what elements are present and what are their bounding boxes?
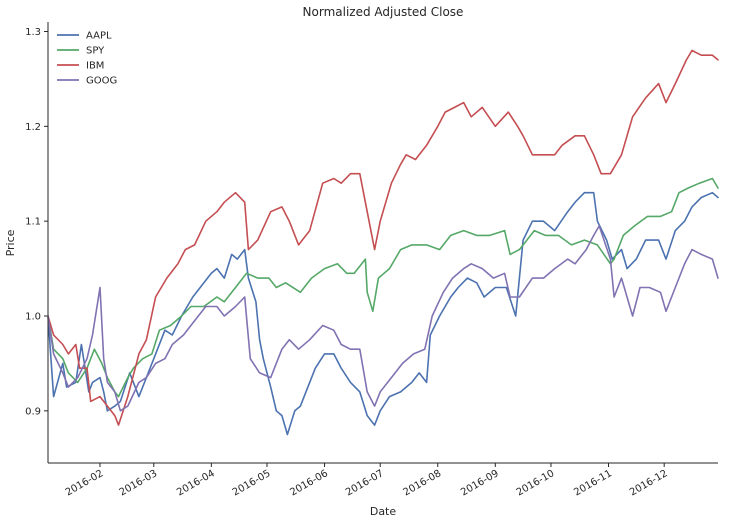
legend-label-ibm: IBM: [86, 61, 104, 72]
x-tick-label: 2016-11: [572, 468, 614, 498]
x-tick-label: 2016-10: [515, 468, 557, 498]
x-tick-label: 2016-02: [64, 468, 106, 498]
legend-label-aapl: AAPL: [86, 31, 112, 42]
series-line-goog: [47, 225, 719, 412]
y-tick-label: 0.9: [25, 406, 41, 417]
series-lines: [47, 49, 719, 436]
legend-label-spy: SPY: [86, 46, 105, 57]
series-line-aapl: [47, 191, 719, 436]
series-line-ibm: [47, 49, 719, 426]
y-tick-label: 1.0: [25, 312, 41, 323]
x-tick-label: 2016-12: [628, 468, 670, 498]
series-line-spy: [47, 177, 719, 398]
x-tick-label: 2016-06: [288, 468, 330, 498]
x-tick-label: 2016-04: [175, 468, 217, 498]
x-tick-label: 2016-09: [459, 468, 501, 498]
legend-label-goog: GOOG: [86, 76, 117, 87]
x-axis-ticks: 2016-02 2016-03 2016-04 2016-05 2016-06 2016-…: [64, 463, 670, 498]
x-axis-label: Date: [370, 505, 397, 518]
x-tick-label: 2016-07: [344, 468, 386, 498]
chart-title: Normalized Adjusted Close: [303, 5, 464, 19]
y-axis-label: Price: [4, 229, 17, 256]
y-tick-label: 1.3: [25, 27, 41, 38]
x-tick-label: 2016-03: [118, 468, 160, 498]
x-tick-label: 2016-08: [402, 468, 444, 498]
y-axis-ticks: 0.9 1.0 1.1 1.2 1.3: [25, 27, 48, 417]
legend: AAPL SPY IBM GOOG: [57, 31, 117, 87]
y-tick-label: 1.2: [25, 122, 41, 133]
x-tick-label: 2016-05: [231, 468, 273, 498]
y-tick-label: 1.1: [25, 217, 41, 228]
